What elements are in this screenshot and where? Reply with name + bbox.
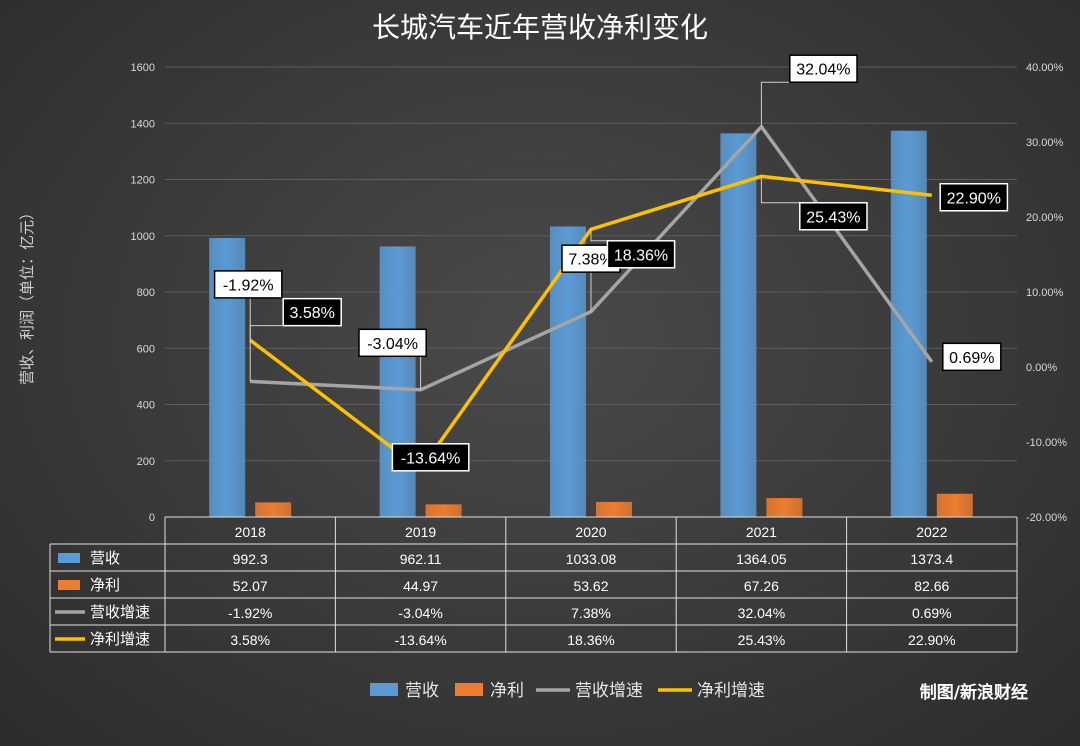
table-cell: 992.3: [233, 551, 268, 567]
table-series-name: 净利: [90, 576, 120, 594]
data-label: 18.36%: [614, 247, 668, 264]
data-label: -13.64%: [401, 450, 461, 467]
data-label: 7.38%: [568, 252, 613, 269]
category-label: 2022: [916, 524, 947, 540]
data-label: 22.90%: [947, 190, 1001, 207]
data-label: 0.69%: [949, 350, 994, 367]
y-tick-label: 200: [137, 456, 155, 468]
category-label: 2019: [405, 524, 436, 540]
y-tick-label: 1600: [131, 62, 155, 74]
data-label: -1.92%: [223, 277, 274, 294]
table-cell: 44.97: [403, 578, 438, 594]
table-cell: 53.62: [573, 578, 608, 594]
table-cell: 1033.08: [566, 551, 617, 567]
data-label: -3.04%: [367, 336, 418, 353]
data-label: 3.58%: [290, 305, 335, 322]
bar-revenue: [379, 246, 416, 517]
legend-label: 净利: [490, 681, 524, 701]
y-tick-label: 1400: [131, 118, 155, 130]
category-label: 2020: [575, 524, 606, 540]
data-table: 2018 2019 2020 2021 2022 营收 992.3 962.11 1033.08…: [49, 516, 1018, 653]
bar-revenue: [550, 226, 586, 518]
table-cell: 1364.05: [736, 551, 787, 567]
leader-line: [249, 325, 284, 341]
table-cell: 1373.4: [910, 551, 953, 567]
bar-profit: [425, 504, 462, 517]
legend-swatch: [370, 683, 398, 696]
bar-profit: [596, 501, 632, 517]
table-cell: 18.36%: [567, 632, 614, 648]
table-cell: 82.66: [914, 578, 949, 594]
y-tick-label: 1200: [131, 175, 155, 187]
leader-line: [590, 229, 608, 242]
category-label: 2018: [235, 524, 266, 540]
legend-swatch: [455, 683, 483, 696]
data-labels: -1.92% 3.58% -3.04% -13.64% 7.38% 18.36% 32.04…: [213, 54, 1009, 472]
axis-ticks: 0 200 400 600 800 1000 1200 1400 1600 -20.00% -10.…: [131, 62, 1068, 524]
data-label-box: [799, 202, 868, 231]
table-cell: 3.58%: [230, 632, 270, 648]
leader-line: [760, 81, 790, 127]
y2-tick-label: -20.00%: [1026, 512, 1067, 524]
table-cell: 0.69%: [912, 605, 952, 621]
legend-label: 净利增速: [697, 681, 765, 701]
table-cell: 22.90%: [908, 632, 955, 648]
table-cell: 962.11: [400, 551, 442, 567]
bars: [209, 130, 973, 518]
y2-tick-label: 10.00%: [1026, 287, 1064, 299]
chart-title: 长城汽车近年营收净利变化: [372, 11, 708, 44]
y-axis-label: 营收、利润（单位：亿元）: [18, 205, 36, 385]
bar-profit: [766, 498, 803, 517]
bar-revenue: [890, 130, 927, 517]
table-series-name: 净利增速: [90, 630, 150, 648]
y-tick-label: 800: [137, 287, 155, 299]
y2-tick-label: 20.00%: [1026, 212, 1064, 224]
table-series-swatch: [58, 553, 80, 563]
table-cell: 25.43%: [738, 632, 785, 648]
table-cell: 52.07: [233, 578, 268, 594]
category-label: 2021: [746, 524, 777, 540]
y-tick-label: 400: [137, 400, 155, 412]
data-label: 25.43%: [806, 209, 860, 226]
table-cell: 67.26: [744, 578, 779, 594]
bar-profit: [936, 493, 973, 517]
y2-tick-label: 40.00%: [1026, 62, 1064, 74]
y2-tick-label: 0.00%: [1026, 362, 1057, 374]
table-series-name: 营收: [90, 549, 120, 567]
y-tick-label: 1000: [131, 231, 155, 243]
data-label-box: [606, 240, 676, 269]
table-cell: -13.64%: [395, 632, 447, 648]
data-label-box: [391, 443, 470, 472]
bar-profit: [255, 502, 292, 517]
data-label-box: [789, 54, 858, 83]
legend-label: 营收增速: [575, 681, 643, 701]
y2-tick-label: 30.00%: [1026, 137, 1064, 149]
data-label-box: [939, 183, 1009, 212]
table-cell: -3.04%: [398, 605, 442, 621]
table-series-name: 营收增速: [90, 603, 150, 621]
y2-tick-label: -10.00%: [1026, 437, 1067, 449]
data-label-box: [282, 297, 342, 327]
table-series-swatch: [58, 580, 80, 590]
table-cell: 7.38%: [571, 605, 611, 621]
data-label: 32.04%: [796, 62, 850, 79]
table-cell: -1.92%: [228, 605, 272, 621]
leader-line: [760, 176, 800, 204]
data-label-box: [213, 270, 283, 299]
table-cell: 32.04%: [738, 605, 785, 621]
legend: 营收 净利 营收增速 净利增速: [370, 681, 765, 701]
legend-label: 营收: [405, 681, 439, 701]
data-label-box: [942, 342, 1002, 372]
data-label-box: [358, 328, 427, 358]
y-tick-label: 600: [137, 343, 155, 355]
credit-text: 制图/新浪财经: [920, 682, 1028, 703]
y-tick-label: 0: [149, 512, 155, 524]
bar-revenue: [720, 133, 757, 517]
